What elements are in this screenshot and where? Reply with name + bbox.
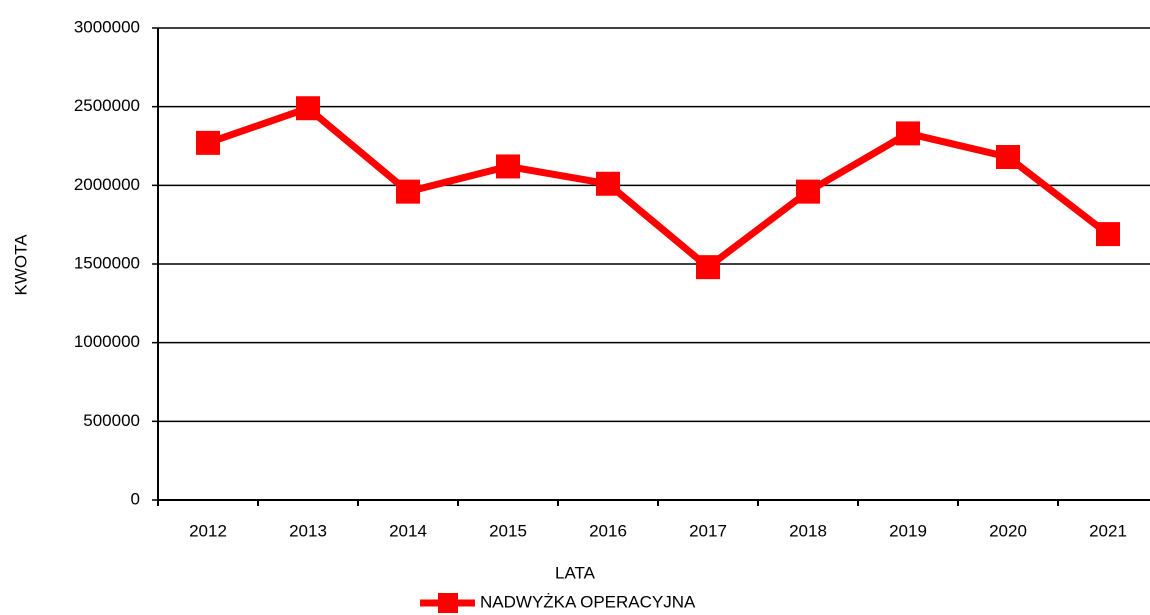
marker bbox=[496, 154, 520, 179]
y-tick-label: 0 bbox=[131, 489, 140, 508]
marker bbox=[896, 121, 920, 146]
marker bbox=[996, 145, 1020, 170]
x-tick-label: 2014 bbox=[389, 521, 427, 540]
x-tick-label: 2015 bbox=[489, 521, 527, 540]
y-tick-label: 1500000 bbox=[74, 253, 140, 272]
y-tick-label: 2500000 bbox=[74, 96, 140, 115]
marker bbox=[1096, 222, 1120, 247]
x-tick-label: 2020 bbox=[989, 521, 1027, 540]
marker bbox=[796, 179, 820, 204]
y-tick-label: 1000000 bbox=[74, 332, 140, 351]
y-axis-label: KWOTA bbox=[11, 234, 30, 296]
y-tick-label: 3000000 bbox=[74, 17, 140, 36]
x-tick-label: 2016 bbox=[589, 521, 627, 540]
x-tick-label: 2012 bbox=[189, 521, 227, 540]
marker bbox=[396, 179, 420, 204]
x-tick-label: 2018 bbox=[789, 521, 827, 540]
y-tick-label: 500000 bbox=[83, 411, 140, 430]
x-tick-label: 2021 bbox=[1089, 521, 1127, 540]
marker bbox=[296, 96, 320, 121]
x-tick-label: 2019 bbox=[889, 521, 927, 540]
marker bbox=[696, 255, 720, 280]
x-tick-label: 2013 bbox=[289, 521, 327, 540]
line bbox=[206, 104, 1111, 272]
marker bbox=[596, 171, 620, 196]
marker bbox=[196, 130, 220, 155]
y-tick-label: 2000000 bbox=[74, 175, 140, 194]
legend-label: NADWYŻKA OPERACYJNA bbox=[480, 592, 696, 611]
x-tick-label: 2017 bbox=[689, 521, 727, 540]
x-axis-label: LATA bbox=[555, 563, 596, 582]
legend-marker bbox=[438, 593, 458, 613]
